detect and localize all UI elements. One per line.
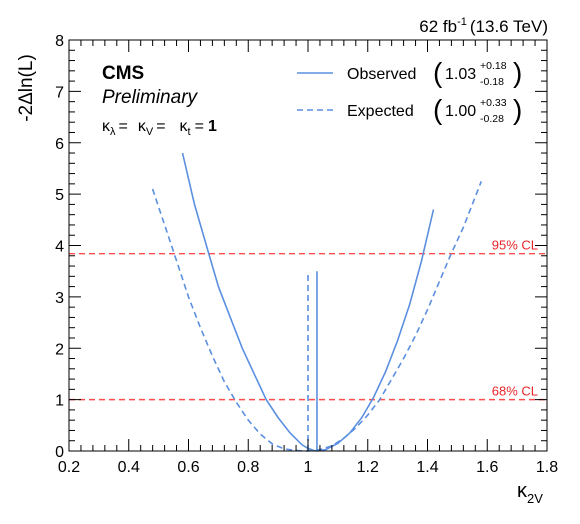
curves-layer — [151, 152, 483, 452]
y-tick-label: 3 — [55, 290, 64, 307]
x-tick-label: 0.8 — [237, 459, 259, 476]
legend-expected-label: Expected — [347, 103, 414, 120]
series-observed-line — [181, 152, 435, 452]
legend: Observed ( 1.03 +0.18 -0.18 ) Expected (… — [297, 57, 522, 125]
cl-lines-layer: 95% CL 68% CL — [69, 238, 547, 401]
lumi-energy-label: 62 fb-1 (13.6 TeV) — [419, 16, 548, 36]
legend-expected-central: 1.00 — [445, 103, 476, 120]
x-tick-label: 0.4 — [118, 459, 140, 476]
x-tick-label: 1.4 — [416, 459, 438, 476]
axes-layer: 0.2 0.4 0.6 0.8 1 1.2 1.4 1.6 1.8 0 1 2 3 4 5 6 7 8 — [55, 33, 558, 476]
legend-observed-lparen: ( — [433, 57, 443, 88]
kappa-settings-label: κλ = κV = κt = 1 — [102, 118, 217, 138]
y-tick-label: 1 — [55, 393, 64, 410]
cl-label-0: 95% CL — [492, 238, 538, 253]
x-tick-label: 1.6 — [476, 459, 498, 476]
y-tick-label: 0 — [55, 444, 64, 461]
x-tick-label: 0.2 — [58, 459, 80, 476]
legend-observed-up: +0.18 — [480, 60, 507, 72]
y-tick-label: 7 — [55, 84, 64, 101]
legend-expected-down: -0.28 — [480, 113, 504, 125]
legend-observed-label: Observed — [347, 66, 416, 83]
cms-label: CMS — [102, 63, 144, 84]
y-axis-title: -2Δln(L) — [16, 54, 37, 122]
x-axis-title: κ2V — [517, 480, 543, 506]
y-tick-label: 6 — [55, 136, 64, 153]
x-tick-label: 1.2 — [357, 459, 379, 476]
legend-expected-rparen: ) — [513, 94, 522, 125]
legend-observed-rparen: ) — [513, 57, 522, 88]
legend-observed-down: -0.18 — [480, 76, 504, 88]
x-tick-label: 1.8 — [536, 459, 558, 476]
x-tick-label: 1 — [304, 459, 313, 476]
preliminary-label: Preliminary — [102, 87, 199, 108]
y-tick-label: 8 — [55, 33, 64, 50]
x-tick-label: 0.6 — [177, 459, 199, 476]
legend-observed-central: 1.03 — [445, 66, 476, 83]
y-tick-label: 5 — [55, 187, 64, 204]
y-tick-label: 4 — [55, 239, 64, 256]
y-tick-label: 2 — [55, 341, 64, 358]
cl-label-1: 68% CL — [492, 384, 538, 399]
legend-expected-lparen: ( — [433, 94, 443, 125]
legend-expected-up: +0.33 — [480, 97, 507, 109]
